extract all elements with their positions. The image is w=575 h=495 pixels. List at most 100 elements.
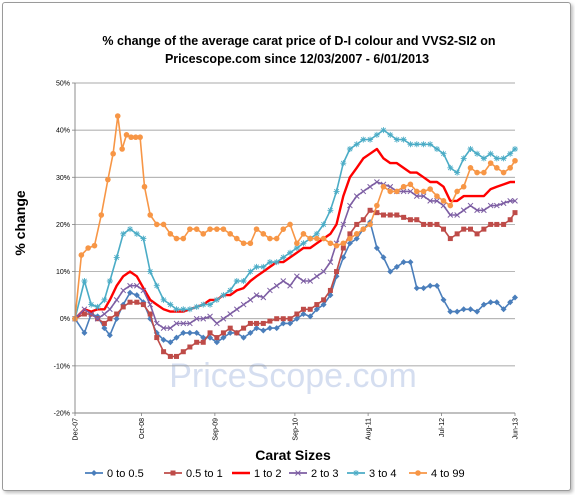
data-point	[427, 221, 433, 227]
data-point	[447, 308, 454, 315]
data-point	[461, 226, 467, 232]
data-point	[367, 221, 373, 228]
data-point	[173, 235, 180, 242]
data-point	[380, 254, 387, 261]
data-point	[401, 214, 407, 220]
data-point	[353, 235, 360, 242]
data-point	[314, 235, 320, 242]
data-point	[81, 329, 88, 336]
x-tick-label: Sep-09	[212, 418, 219, 441]
y-axis-ticks: -20% -10% 0% 10% 20% 30% 40% 50%	[54, 81, 75, 418]
data-point	[420, 193, 427, 199]
data-point	[333, 188, 340, 195]
data-point	[260, 263, 267, 270]
data-point	[300, 306, 306, 312]
data-point	[413, 193, 420, 199]
data-point	[280, 320, 287, 327]
data-point	[174, 353, 180, 359]
data-point	[101, 325, 108, 332]
data-point	[347, 231, 353, 237]
data-point	[507, 217, 513, 223]
x-tick-label: Jun-13	[513, 418, 520, 440]
data-point	[273, 235, 280, 242]
data-point	[120, 230, 127, 237]
data-point	[347, 235, 353, 242]
data-point	[460, 183, 467, 190]
legend: 0 to 0.5 0.5 to 1 1 to 2 2 to 3 3 to 4 4 to 9…	[85, 468, 465, 480]
data-point	[320, 235, 327, 242]
data-point	[447, 202, 454, 209]
x-tick-label: Dec-07	[73, 418, 80, 441]
data-point	[374, 179, 380, 185]
data-point	[167, 301, 174, 308]
data-point	[367, 136, 374, 143]
data-point	[501, 221, 507, 227]
data-point	[127, 299, 133, 305]
data-point	[214, 335, 220, 341]
data-point	[413, 285, 420, 292]
data-point	[441, 226, 447, 232]
data-point	[173, 334, 180, 341]
data-point	[293, 315, 300, 322]
data-point	[433, 146, 440, 152]
data-point	[106, 332, 113, 339]
data-point	[247, 297, 254, 303]
series-3-to-4	[72, 127, 518, 322]
data-point	[133, 230, 140, 237]
watermark: PriceScope.com	[169, 357, 417, 395]
data-point	[447, 212, 454, 218]
data-point	[273, 282, 280, 289]
data-point	[346, 146, 353, 152]
legend-label: 3 to 4	[369, 468, 397, 480]
data-point	[314, 302, 320, 308]
data-point	[474, 308, 481, 315]
data-point	[500, 169, 507, 176]
data-point	[420, 141, 427, 148]
data-point	[460, 207, 467, 214]
data-point	[240, 278, 247, 284]
data-point	[380, 212, 386, 218]
data-point	[494, 221, 500, 227]
data-point	[107, 306, 113, 313]
data-point	[407, 141, 414, 148]
data-point	[307, 278, 314, 284]
data-point	[187, 320, 193, 327]
data-point	[321, 297, 327, 303]
data-point	[354, 221, 360, 227]
data-point	[167, 339, 174, 346]
data-point	[287, 320, 294, 327]
data-point	[512, 146, 518, 152]
chart-frame: PriceScope.com % change of the average c…	[2, 2, 571, 491]
data-point	[247, 240, 254, 247]
data-point	[400, 259, 407, 266]
data-point	[167, 325, 174, 331]
data-point	[113, 254, 120, 261]
series-1-to-2	[74, 147, 515, 320]
data-point	[340, 221, 347, 228]
data-point	[440, 202, 447, 209]
data-point	[507, 299, 514, 306]
data-point	[481, 169, 487, 176]
data-point	[260, 320, 266, 326]
data-point	[253, 292, 260, 298]
data-point	[480, 301, 487, 308]
data-point	[340, 240, 347, 247]
data-point	[360, 188, 367, 195]
data-point	[280, 278, 287, 284]
data-point	[347, 202, 353, 209]
data-point	[434, 193, 440, 199]
y-tick-label: -10%	[54, 363, 70, 370]
data-point	[127, 289, 134, 296]
data-point	[193, 303, 200, 310]
data-point	[287, 282, 293, 289]
data-point	[327, 287, 333, 293]
data-point	[474, 207, 480, 214]
data-point	[140, 287, 147, 294]
data-point	[346, 240, 353, 247]
y-tick-label: 30%	[56, 175, 70, 182]
data-point	[367, 183, 373, 190]
data-point	[480, 155, 487, 162]
data-point	[493, 155, 500, 162]
data-point	[200, 315, 207, 322]
data-point	[313, 230, 320, 237]
